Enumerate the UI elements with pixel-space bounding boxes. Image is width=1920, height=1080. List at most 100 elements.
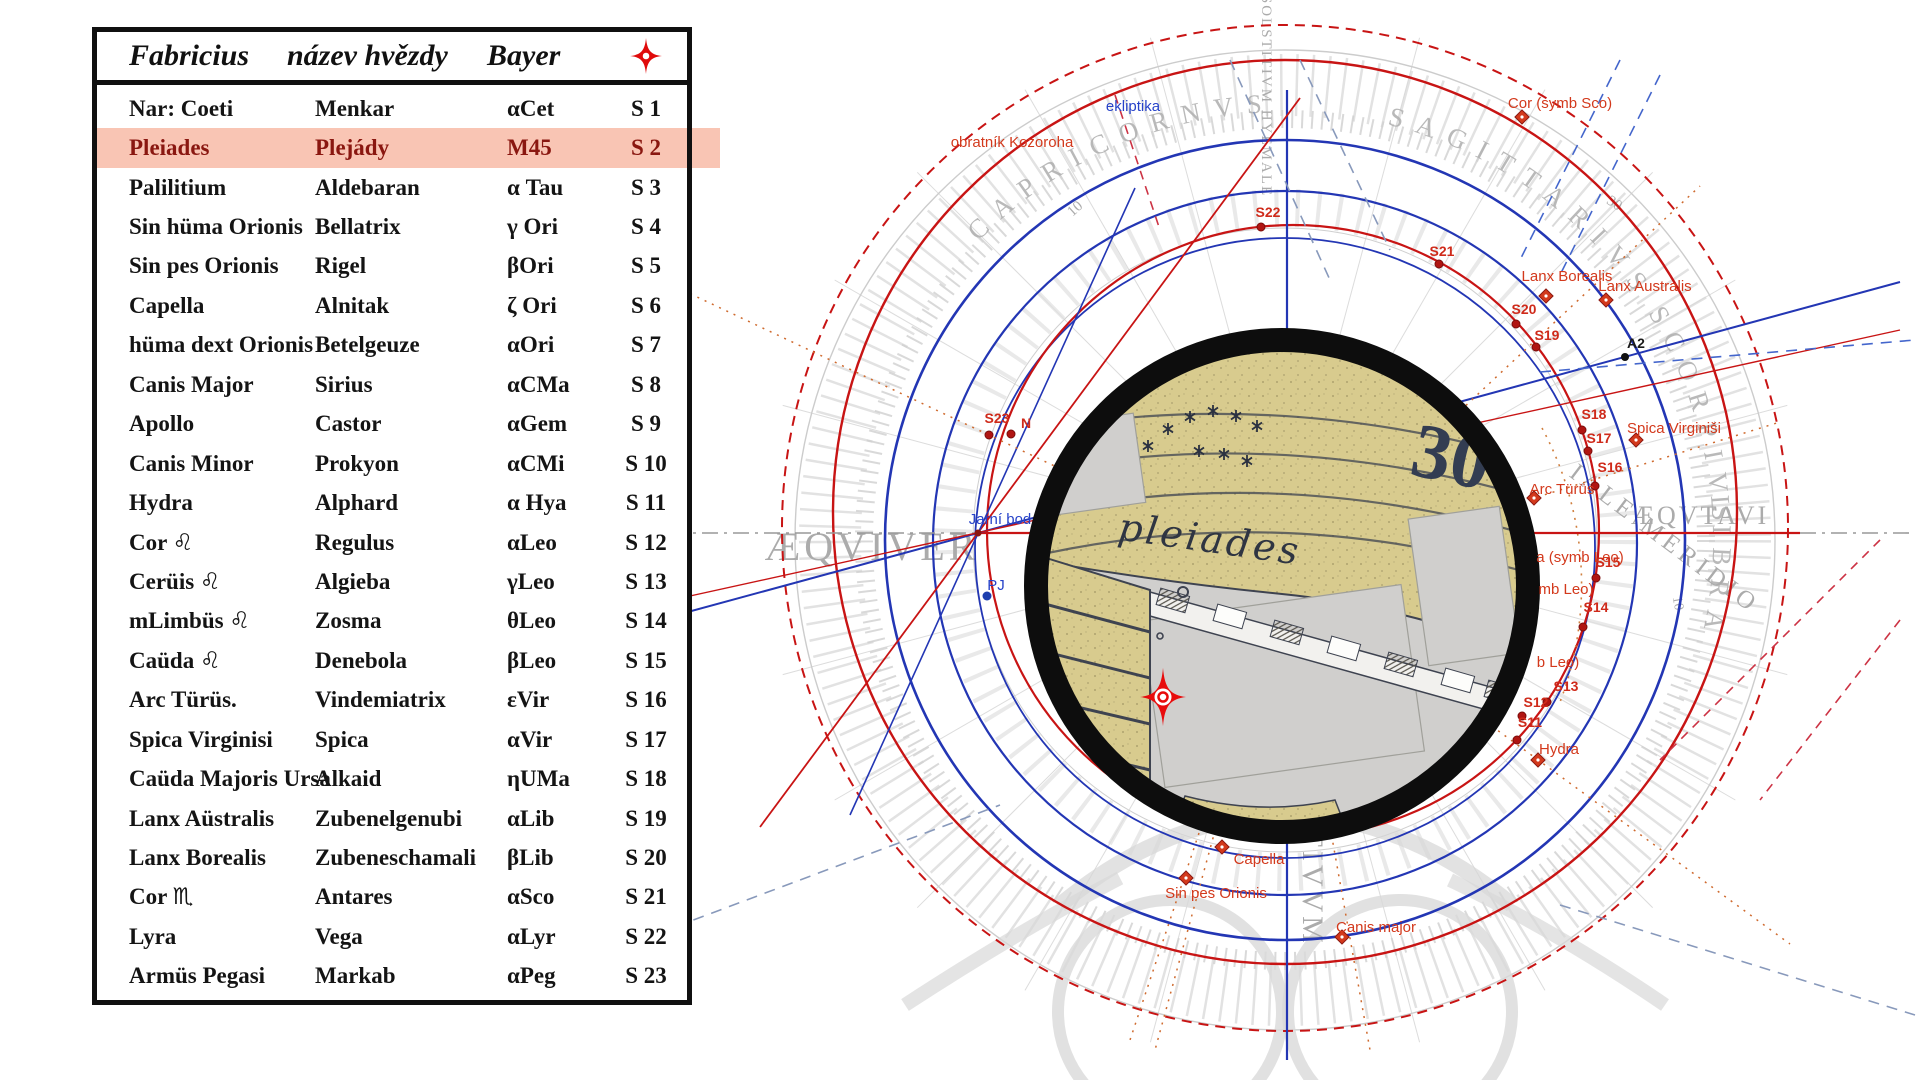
cell-s-number: S 15 [625, 647, 667, 673]
cell-bayer: αCMa [507, 371, 570, 397]
cell-fabricius-name: Lanx Borealis [129, 845, 266, 871]
cell-bayer: ζ Ori [507, 292, 557, 318]
table-row: Hydra Alphard α Hya S 11 [97, 483, 687, 522]
svg-text:S20: S20 [1512, 301, 1537, 317]
cell-fabricius-name: Cor ♌ [129, 529, 194, 555]
table-row: mLimbüs ♌ Zosma θLeo S 14 [97, 602, 687, 641]
cell-star-name: Markab [315, 963, 396, 989]
table-row: Lyra Vega αLyr S 22 [97, 917, 687, 956]
overlay-circles [781, 24, 1789, 1032]
table-row: Cerüis ♌ Algieba γLeo S 13 [97, 562, 687, 601]
cell-fabricius-name: Pleiades [129, 135, 210, 161]
label-pj: PJ [987, 577, 1005, 594]
cell-star-name: Alkaid [315, 766, 382, 792]
gold-band [1047, 351, 1517, 662]
cell-bayer: αVir [507, 726, 553, 752]
svg-text:S17: S17 [1587, 430, 1612, 446]
cell-fabricius-name: Sin hüma Orionis [129, 214, 303, 240]
cell-star-name: Prokyon [315, 450, 399, 476]
cell-fabricius-name: Nar: Coeti [129, 95, 234, 121]
point-A2-label: A2 [1627, 335, 1645, 351]
vernal-point-label: Jarní bod [969, 511, 1032, 528]
cell-star-name: Alphard [315, 490, 399, 516]
cell-star-name: Vega [315, 923, 363, 949]
cell-s-number: S 20 [625, 845, 667, 871]
cell-s-number: S 7 [630, 332, 662, 358]
svg-text:S16: S16 [1598, 459, 1623, 475]
cell-fabricius-name: Sin pes Orionis [129, 253, 279, 279]
table-row: Cor ♌ Regulus αLeo S 12 [97, 523, 687, 562]
cell-bayer: γLeo [507, 568, 555, 594]
outer-solid-red-circle [831, 58, 1739, 966]
cell-s-number: S 14 [625, 608, 667, 634]
cell-s-number: S 13 [625, 568, 667, 594]
cell-fabricius-name: mLimbüs ♌ [129, 608, 250, 634]
cell-fabricius-name: Apollo [129, 411, 195, 437]
cell-star-name: Alnitak [315, 292, 390, 318]
cell-bayer: αOri [507, 332, 555, 358]
cell-s-number: S 21 [625, 884, 667, 910]
label-sin-pes-orionis: Sin pes Orionis [1165, 885, 1267, 902]
cell-star-name: Vindemiatrix [315, 687, 446, 713]
annotations: S21 S22 S23 N S20 S19 S18 S17 S16 S15 S1… [951, 95, 1721, 945]
cell-s-number: S 9 [630, 411, 662, 437]
band-windows [1047, 412, 1517, 789]
label-lanx-borealis: Lanx Borealis [1522, 268, 1613, 285]
label-capella: Capella [1234, 851, 1286, 868]
cell-s-number: S 8 [630, 371, 662, 397]
cell-s-number: S 19 [625, 805, 667, 831]
cell-s-number: S 3 [630, 174, 662, 200]
engraving-scale-number: 10 [1669, 595, 1686, 611]
cell-fabricius-name: Hydra [129, 490, 193, 516]
cell-bayer: βLeo [507, 647, 557, 673]
cell-star-name: Bellatrix [315, 214, 401, 240]
cell-s-number: S 10 [625, 450, 667, 476]
cell-s-number: S 2 [630, 135, 662, 161]
cell-star-name: Menkar [315, 95, 395, 121]
table-row: Canis Major Sirius αCMa S 8 [97, 365, 687, 404]
cell-fabricius-name: Cor ♏ [129, 884, 194, 910]
cell-bayer: θLeo [507, 608, 557, 634]
cell-star-name: Zosma [315, 608, 382, 634]
cell-s-number: S 6 [630, 292, 662, 318]
cell-s-number: S 12 [625, 529, 667, 555]
table-row: Arc Türüs. Vindemiatrix εVir S 16 [97, 681, 687, 720]
point-PJ-dot [982, 591, 992, 601]
table-row: Cor ♏ Antares αSco S 21 [97, 878, 687, 917]
cell-star-name: Castor [315, 411, 382, 437]
svg-text:S22: S22 [1256, 204, 1281, 220]
table-body: Nar: Coeti Menkar αCet S 1 Pleiades Plej… [97, 85, 720, 1000]
star-marker-icon [1514, 109, 1530, 125]
header-nazev-hvezdy: název hvězdy [287, 39, 448, 72]
svg-text:S18: S18 [1582, 406, 1607, 422]
cell-star-name: Rigel [315, 253, 367, 279]
cell-star-name: Antares [315, 884, 393, 910]
cell-fabricius-name: Spica Virginisi [129, 726, 273, 752]
cell-s-number: S 5 [630, 253, 662, 279]
point-A2-dot [1621, 353, 1629, 361]
cell-s-number: S 23 [625, 963, 667, 989]
label-cor-sco: Cor (symb Sco) [1508, 95, 1612, 112]
cell-fabricius-name: Canis Major [129, 371, 254, 397]
svg-text:S11: S11 [1518, 714, 1542, 730]
inner-blue-circle [974, 237, 1596, 859]
svg-text:S13: S13 [1554, 678, 1579, 694]
table-header-row: Fabricius název hvězdy Bayer [97, 32, 687, 85]
cell-bayer: αLeo [507, 529, 557, 555]
cell-bayer: εVir [507, 687, 550, 713]
table-row: Lanx Borealis Zubeneschamali βLib S 20 [97, 838, 687, 877]
table-row: Palilitium Aldebaran α Tau S 3 [97, 168, 687, 207]
cell-bayer: βOri [507, 253, 554, 279]
header-fabricius: Fabricius [129, 39, 250, 72]
cell-fabricius-name: Canis Minor [129, 450, 254, 476]
table-row: Capella Alnitak ζ Ori S 6 [97, 286, 687, 325]
table-row: Spica Virginisi Spica αVir S 17 [97, 720, 687, 759]
star-catalog-table: Fabricius název hvězdy Bayer Nar: Coeti … [92, 27, 720, 1005]
outer-blue-circle [883, 138, 1687, 942]
cell-fabricius-name: Palilitium [129, 174, 227, 200]
cell-bayer: γ Ori [507, 214, 558, 240]
cell-star-name: Algieba [315, 568, 391, 594]
cell-star-name: Betelgeuze [315, 332, 420, 358]
cell-star-name: Spica [315, 726, 369, 752]
